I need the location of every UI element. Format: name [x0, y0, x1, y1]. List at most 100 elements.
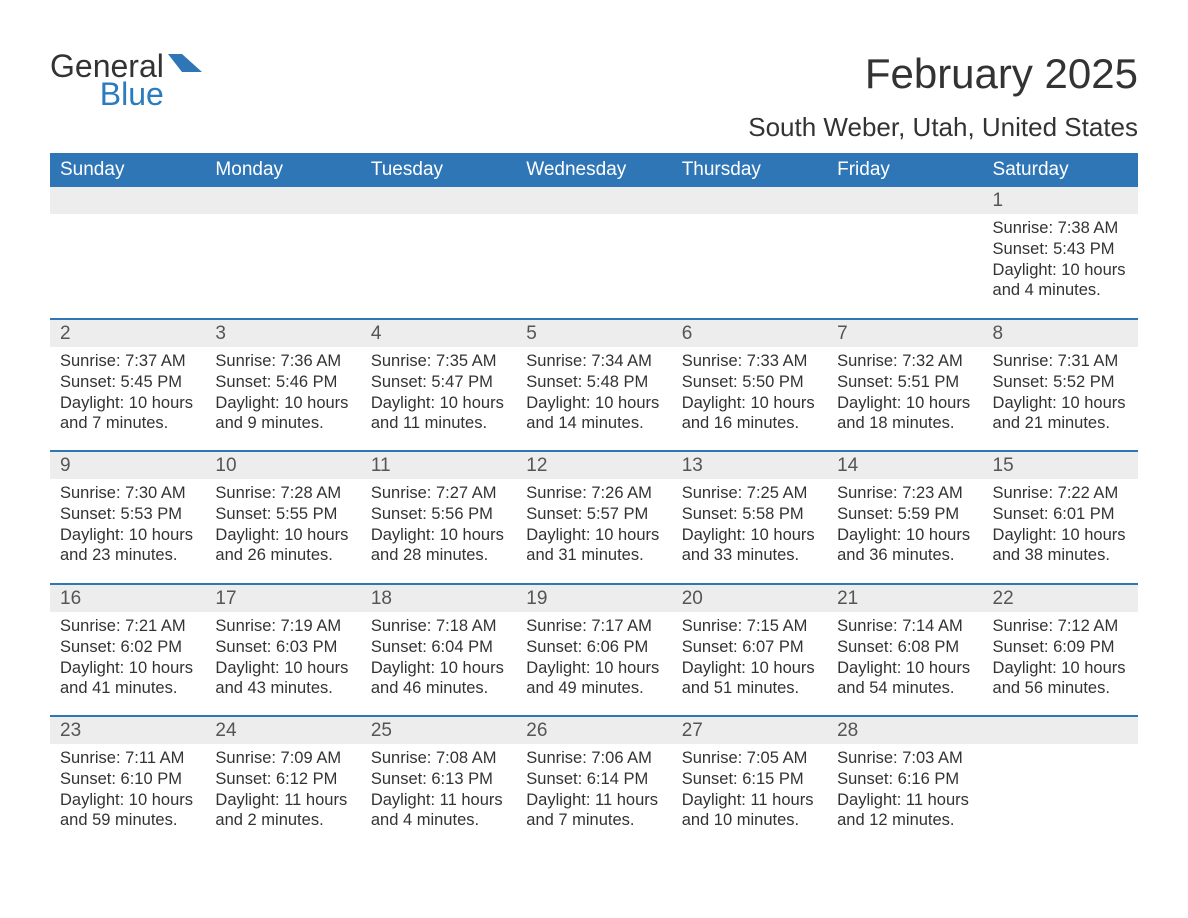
weekday-header: Wednesday	[516, 153, 671, 187]
daylight-text: Daylight: 10 hours and 7 minutes.	[60, 393, 195, 433]
sunset-text: Sunset: 6:07 PM	[682, 637, 817, 657]
day-content-cell: Sunrise: 7:34 AMSunset: 5:48 PMDaylight:…	[516, 347, 671, 452]
day-content-cell: Sunrise: 7:38 AMSunset: 5:43 PMDaylight:…	[983, 214, 1138, 319]
daylight-text: Daylight: 10 hours and 23 minutes.	[60, 525, 195, 565]
daylight-text: Daylight: 11 hours and 10 minutes.	[682, 790, 817, 830]
sunrise-text: Sunrise: 7:11 AM	[60, 748, 195, 768]
daylight-text: Daylight: 10 hours and 41 minutes.	[60, 658, 195, 698]
sunset-text: Sunset: 5:58 PM	[682, 504, 817, 524]
day-content-cell: Sunrise: 7:25 AMSunset: 5:58 PMDaylight:…	[672, 479, 827, 584]
day-number-cell: 24	[205, 716, 360, 744]
day-content-row: Sunrise: 7:30 AMSunset: 5:53 PMDaylight:…	[50, 479, 1138, 584]
day-content-cell: Sunrise: 7:06 AMSunset: 6:14 PMDaylight:…	[516, 744, 671, 848]
day-number-cell: 18	[361, 584, 516, 612]
day-number-cell: 22	[983, 584, 1138, 612]
sunrise-text: Sunrise: 7:14 AM	[837, 616, 972, 636]
sunrise-text: Sunrise: 7:31 AM	[993, 351, 1128, 371]
daylight-text: Daylight: 10 hours and 28 minutes.	[371, 525, 506, 565]
day-number-cell: 20	[672, 584, 827, 612]
daylight-text: Daylight: 11 hours and 4 minutes.	[371, 790, 506, 830]
weekday-header: Monday	[205, 153, 360, 187]
sunset-text: Sunset: 6:02 PM	[60, 637, 195, 657]
sunset-text: Sunset: 5:59 PM	[837, 504, 972, 524]
sunrise-text: Sunrise: 7:33 AM	[682, 351, 817, 371]
sunset-text: Sunset: 6:13 PM	[371, 769, 506, 789]
daylight-text: Daylight: 10 hours and 26 minutes.	[215, 525, 350, 565]
day-content-cell: Sunrise: 7:08 AMSunset: 6:13 PMDaylight:…	[361, 744, 516, 848]
sunrise-text: Sunrise: 7:17 AM	[526, 616, 661, 636]
day-content-cell: Sunrise: 7:22 AMSunset: 6:01 PMDaylight:…	[983, 479, 1138, 584]
day-number-cell	[516, 187, 671, 214]
day-number-row: 2345678	[50, 319, 1138, 347]
day-content-cell: Sunrise: 7:09 AMSunset: 6:12 PMDaylight:…	[205, 744, 360, 848]
day-number-row: 232425262728	[50, 716, 1138, 744]
day-content-cell: Sunrise: 7:37 AMSunset: 5:45 PMDaylight:…	[50, 347, 205, 452]
day-content-cell	[827, 214, 982, 319]
sunset-text: Sunset: 5:56 PM	[371, 504, 506, 524]
sunset-text: Sunset: 6:08 PM	[837, 637, 972, 657]
location: South Weber, Utah, United States	[748, 112, 1138, 143]
logo-text: General Blue	[50, 50, 164, 110]
day-number-cell: 21	[827, 584, 982, 612]
sunset-text: Sunset: 6:03 PM	[215, 637, 350, 657]
day-number-cell: 19	[516, 584, 671, 612]
day-number-cell: 4	[361, 319, 516, 347]
day-content-row: Sunrise: 7:38 AMSunset: 5:43 PMDaylight:…	[50, 214, 1138, 319]
day-number-cell	[50, 187, 205, 214]
sunrise-text: Sunrise: 7:23 AM	[837, 483, 972, 503]
day-number-cell	[827, 187, 982, 214]
daylight-text: Daylight: 10 hours and 33 minutes.	[682, 525, 817, 565]
sunset-text: Sunset: 6:10 PM	[60, 769, 195, 789]
day-number-cell	[983, 716, 1138, 744]
day-content-cell	[983, 744, 1138, 848]
daylight-text: Daylight: 10 hours and 56 minutes.	[993, 658, 1128, 698]
daylight-text: Daylight: 10 hours and 46 minutes.	[371, 658, 506, 698]
sunrise-text: Sunrise: 7:26 AM	[526, 483, 661, 503]
sunrise-text: Sunrise: 7:35 AM	[371, 351, 506, 371]
day-content-cell: Sunrise: 7:12 AMSunset: 6:09 PMDaylight:…	[983, 612, 1138, 717]
daylight-text: Daylight: 10 hours and 11 minutes.	[371, 393, 506, 433]
day-number-row: 16171819202122	[50, 584, 1138, 612]
day-number-cell: 6	[672, 319, 827, 347]
weekday-header: Saturday	[983, 153, 1138, 187]
sunrise-text: Sunrise: 7:36 AM	[215, 351, 350, 371]
daylight-text: Daylight: 10 hours and 36 minutes.	[837, 525, 972, 565]
sunrise-text: Sunrise: 7:37 AM	[60, 351, 195, 371]
day-number-row: 1	[50, 187, 1138, 214]
weekday-header: Thursday	[672, 153, 827, 187]
day-content-cell: Sunrise: 7:35 AMSunset: 5:47 PMDaylight:…	[361, 347, 516, 452]
sunrise-text: Sunrise: 7:30 AM	[60, 483, 195, 503]
daylight-text: Daylight: 10 hours and 4 minutes.	[993, 260, 1128, 300]
day-number-cell: 12	[516, 451, 671, 479]
month-title: February 2025	[748, 50, 1138, 98]
day-number-cell: 9	[50, 451, 205, 479]
day-content-cell: Sunrise: 7:27 AMSunset: 5:56 PMDaylight:…	[361, 479, 516, 584]
sunset-text: Sunset: 5:46 PM	[215, 372, 350, 392]
day-content-cell: Sunrise: 7:33 AMSunset: 5:50 PMDaylight:…	[672, 347, 827, 452]
day-number-cell: 16	[50, 584, 205, 612]
day-number-cell: 8	[983, 319, 1138, 347]
day-content-cell: Sunrise: 7:14 AMSunset: 6:08 PMDaylight:…	[827, 612, 982, 717]
sunset-text: Sunset: 6:06 PM	[526, 637, 661, 657]
day-content-row: Sunrise: 7:37 AMSunset: 5:45 PMDaylight:…	[50, 347, 1138, 452]
daylight-text: Daylight: 10 hours and 14 minutes.	[526, 393, 661, 433]
day-number-cell: 14	[827, 451, 982, 479]
day-content-cell: Sunrise: 7:26 AMSunset: 5:57 PMDaylight:…	[516, 479, 671, 584]
sunset-text: Sunset: 6:12 PM	[215, 769, 350, 789]
day-number-cell: 15	[983, 451, 1138, 479]
day-number-cell	[361, 187, 516, 214]
day-number-cell: 1	[983, 187, 1138, 214]
daylight-text: Daylight: 10 hours and 18 minutes.	[837, 393, 972, 433]
daylight-text: Daylight: 10 hours and 43 minutes.	[215, 658, 350, 698]
daylight-text: Daylight: 11 hours and 7 minutes.	[526, 790, 661, 830]
day-content-cell: Sunrise: 7:23 AMSunset: 5:59 PMDaylight:…	[827, 479, 982, 584]
sunset-text: Sunset: 5:47 PM	[371, 372, 506, 392]
sunset-text: Sunset: 5:53 PM	[60, 504, 195, 524]
day-number-cell: 23	[50, 716, 205, 744]
day-number-cell: 13	[672, 451, 827, 479]
day-number-cell: 26	[516, 716, 671, 744]
day-content-cell: Sunrise: 7:15 AMSunset: 6:07 PMDaylight:…	[672, 612, 827, 717]
day-number-cell: 25	[361, 716, 516, 744]
sunset-text: Sunset: 5:52 PM	[993, 372, 1128, 392]
sunset-text: Sunset: 5:43 PM	[993, 239, 1128, 259]
